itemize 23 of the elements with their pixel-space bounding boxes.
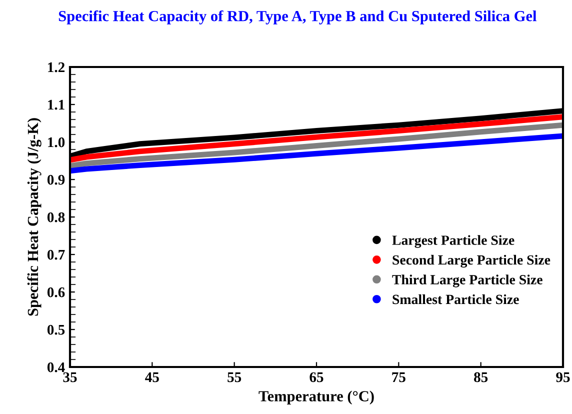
x-axis-title: Temperature (°C) [258,390,374,404]
x-tick-label: 85 [474,372,488,382]
legend-label: Largest Particle Size [392,235,514,248]
y-tick-label: 0.6 [47,287,65,298]
y-tick-label: 1.1 [48,100,64,110]
x-tick-label: 45 [145,372,159,382]
x-tick-label: 75 [392,372,406,382]
y-tick-label: 0.5 [47,324,65,335]
y-tick-label: 0.9 [47,174,65,185]
legend-label: Smallest Particle Size [392,294,519,304]
legend-label: Third Large Particle Size [392,274,542,288]
y-tick-label: 1.0 [48,137,65,148]
x-tick-label: 65 [310,372,324,382]
legend-label: Second Large Particle Size [392,254,550,268]
x-tick-label: 95 [556,372,570,382]
y-tick-label: 1.2 [48,62,65,72]
chart-title: Specific Heat Capacity of RD, Type A, Type B and Cu Sputered Silica Gel [58,10,536,24]
y-axis-title: Specific Heat Capacity (J/g-K) [27,118,42,316]
y-tick-label: 0.8 [47,212,65,222]
y-tick-label: 0.7 [47,250,65,260]
x-tick-label: 55 [228,372,242,382]
y-tick-label: 0.4 [47,362,65,372]
x-tick-label: 35 [63,372,77,382]
